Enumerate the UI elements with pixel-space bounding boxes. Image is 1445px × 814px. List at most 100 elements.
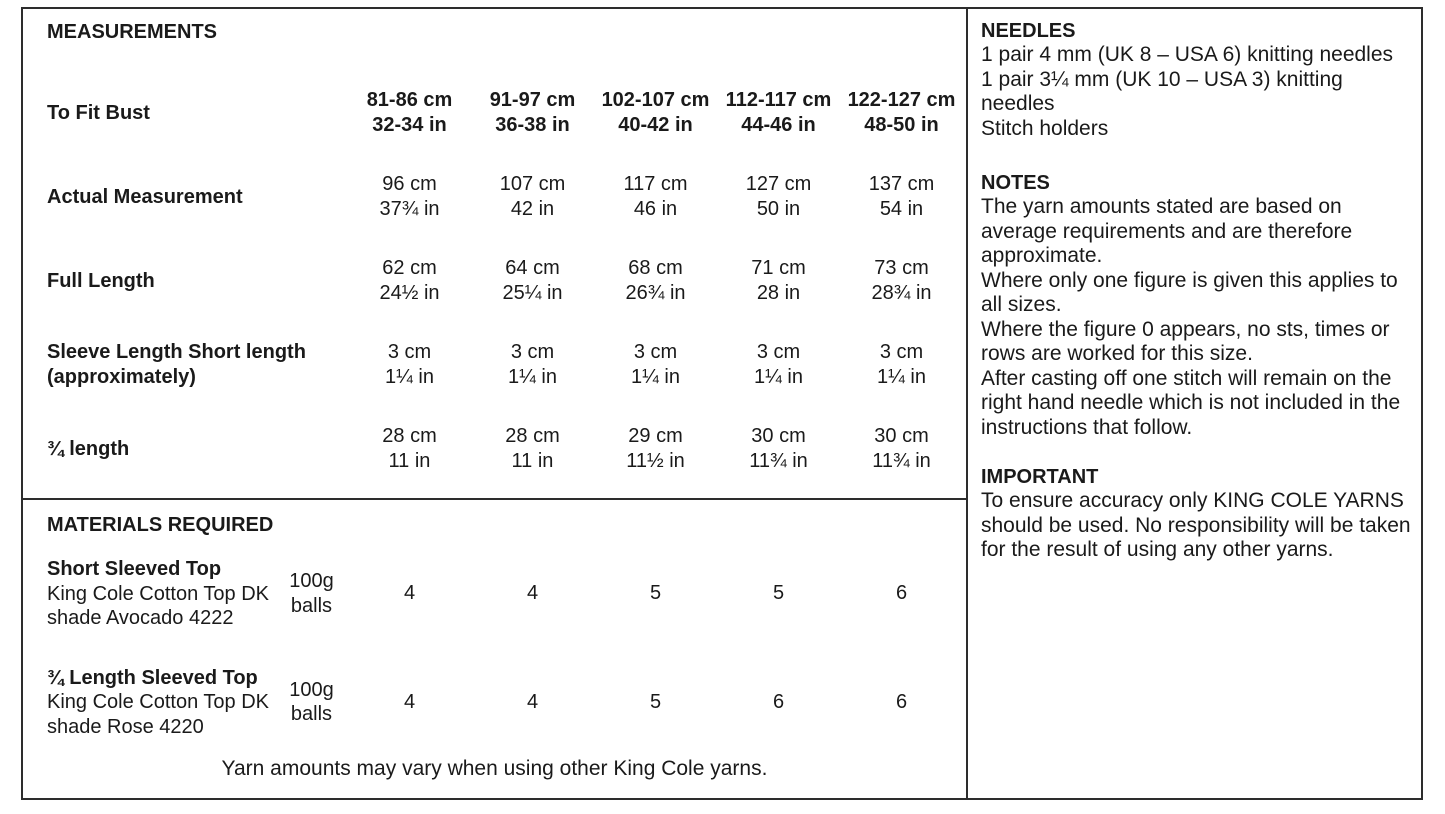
value-cm: 30 cm	[751, 425, 806, 447]
value-in: 11 in	[511, 450, 554, 472]
material-unit: 100g balls	[275, 678, 348, 727]
value-in: 1¼ in	[877, 366, 926, 388]
value-cm: 28 cm	[382, 425, 437, 447]
value-cm: 3 cm	[387, 341, 432, 363]
row-label-line1: Actual Measurement	[47, 185, 243, 208]
measurement-cell: 28 cm 11 in	[348, 424, 471, 474]
material-quantity: 5	[772, 582, 785, 605]
table-row-full-length: Full Length 62 cm 24½ in 64 cm 25¼ in 68…	[23, 239, 966, 323]
measurement-cell: 3 cm 1¼ in	[348, 340, 471, 390]
measurement-cell: 62 cm 24½ in	[348, 256, 471, 306]
right-panel: NEEDLES 1 pair 4 mm (UK 8 – USA 6) knitt…	[968, 9, 1421, 798]
value-cm: 71 cm	[751, 257, 806, 279]
measurement-cell: 73 cm 28¾ in	[840, 256, 963, 306]
important-section: IMPORTANT To ensure accuracy only KING C…	[981, 465, 1413, 563]
important-paragraph: To ensure accuracy only KING COLE YARNS …	[981, 489, 1411, 561]
value-in: 11 in	[388, 450, 431, 472]
size-header-cell: 102-107 cm 40-42 in	[594, 88, 717, 138]
size-header-cell: 91-97 cm 36-38 in	[471, 88, 594, 138]
material-unit-line1: 100g	[289, 570, 334, 593]
notes-paragraph: Where only one figure is given this appl…	[981, 268, 1398, 317]
value-in: 1¼ in	[508, 366, 557, 388]
measurement-cell: 3 cm 1¼ in	[840, 340, 963, 390]
material-quantity: 6	[895, 582, 908, 605]
notes-paragraph: Where the figure 0 appears, no sts, time…	[981, 317, 1390, 366]
row-label-line1: ¾ length	[47, 437, 130, 460]
value-cm: 117 cm	[623, 173, 688, 195]
value-cm: 107 cm	[499, 173, 566, 195]
material-quantity: 6	[895, 690, 908, 713]
material-unit-line1: 100g	[289, 678, 334, 701]
value-in: 46 in	[633, 198, 678, 220]
notes-section: NOTES The yarn amounts stated are based …	[981, 171, 1413, 440]
material-row-short-sleeved-top: Short Sleeved Top King Cole Cotton Top D…	[23, 557, 966, 631]
value-in: 42 in	[510, 198, 555, 220]
material-unit-line2: balls	[290, 594, 333, 617]
material-quantity: 5	[649, 582, 662, 605]
value-cm: 73 cm	[874, 257, 929, 279]
value-cm: 62 cm	[382, 257, 437, 279]
materials-section: MATERIALS REQUIRED Short Sleeved Top Kin…	[23, 500, 966, 798]
value-cm: 127 cm	[745, 173, 812, 195]
value-in: 37¾ in	[379, 198, 440, 220]
size-cm: 122-127 cm	[847, 89, 956, 111]
material-quantity: 4	[403, 582, 416, 605]
size-in: 48-50 in	[864, 114, 939, 136]
measurements-table: To Fit Bust 81-86 cm 32-34 in 91-97 cm 3…	[23, 71, 966, 491]
material-name-line2: King Cole Cotton Top DK	[47, 582, 269, 605]
value-in: 11¾ in	[749, 450, 808, 472]
value-in: 25¼ in	[502, 282, 563, 304]
row-label-line2: (approximately)	[47, 366, 196, 388]
material-name-line1: Short Sleeved Top	[47, 558, 222, 580]
measurement-cell: 29 cm 11½ in	[594, 424, 717, 474]
measurement-cell: 64 cm 25¼ in	[471, 256, 594, 306]
value-cm: 29 cm	[628, 425, 683, 447]
measurements-section: MEASUREMENTS To Fit Bust 81-86 cm 32-34 …	[23, 9, 966, 500]
material-unit: 100g balls	[275, 569, 348, 618]
size-cm: 91-97 cm	[489, 89, 576, 111]
row-label: Actual Measurement	[47, 185, 348, 210]
material-row-three-quarter-sleeved-top: ¾ Length Sleeved Top King Cole Cotton To…	[23, 666, 966, 740]
material-quantity: 4	[526, 690, 539, 713]
needles-title: NEEDLES	[981, 20, 1076, 42]
yarn-variation-footnote: Yarn amounts may vary when using other K…	[221, 757, 768, 780]
size-in: 32-34 in	[372, 114, 447, 136]
measurement-cell: 71 cm 28 in	[717, 256, 840, 306]
value-in: 24½ in	[379, 282, 440, 304]
size-in: 36-38 in	[495, 114, 570, 136]
materials-title: MATERIALS REQUIRED	[47, 514, 274, 536]
value-cm: 137 cm	[868, 173, 935, 195]
value-in: 28 in	[756, 282, 801, 304]
table-row-to-fit-bust: To Fit Bust 81-86 cm 32-34 in 91-97 cm 3…	[23, 71, 966, 155]
needles-line: Stitch holders	[981, 116, 1109, 140]
row-label: Full Length	[47, 269, 348, 294]
needles-line: 1 pair 3¼ mm (UK 10 – USA 3) knitting ne…	[981, 67, 1343, 116]
value-in: 28¾ in	[871, 282, 932, 304]
value-cm: 64 cm	[505, 257, 560, 279]
material-quantity: 4	[403, 690, 416, 713]
value-cm: 28 cm	[505, 425, 560, 447]
value-cm: 3 cm	[879, 341, 924, 363]
measurement-cell: 117 cm 46 in	[594, 172, 717, 222]
material-name: ¾ Length Sleeved Top King Cole Cotton To…	[47, 666, 275, 740]
row-label: ¾ length	[47, 437, 348, 462]
row-label-line1: Sleeve Length Short length	[47, 341, 306, 363]
measurement-cell: 107 cm 42 in	[471, 172, 594, 222]
measurement-cell: 30 cm 11¾ in	[840, 424, 963, 474]
value-cm: 30 cm	[874, 425, 929, 447]
material-name-line1: ¾ Length Sleeved Top	[47, 666, 258, 689]
value-in: 26¾ in	[625, 282, 686, 304]
measurement-cell: 30 cm 11¾ in	[717, 424, 840, 474]
size-cm: 112-117 cm	[725, 89, 832, 111]
value-cm: 3 cm	[756, 341, 801, 363]
table-row-sleeve-length: Sleeve Length Short length (approximatel…	[23, 323, 966, 407]
notes-paragraph: The yarn amounts stated are based on ave…	[981, 195, 1353, 267]
material-name-line2: King Cole Cotton Top DK	[47, 691, 269, 713]
measurement-cell: 3 cm 1¼ in	[471, 340, 594, 390]
table-row-actual-measurement: Actual Measurement 96 cm 37¾ in 107 cm 4…	[23, 155, 966, 239]
notes-title: NOTES	[981, 172, 1050, 194]
material-name: Short Sleeved Top King Cole Cotton Top D…	[47, 557, 275, 631]
value-in: 1¼ in	[754, 366, 803, 388]
value-in: 11¾ in	[872, 450, 931, 472]
value-in: 1¼ in	[631, 366, 680, 388]
